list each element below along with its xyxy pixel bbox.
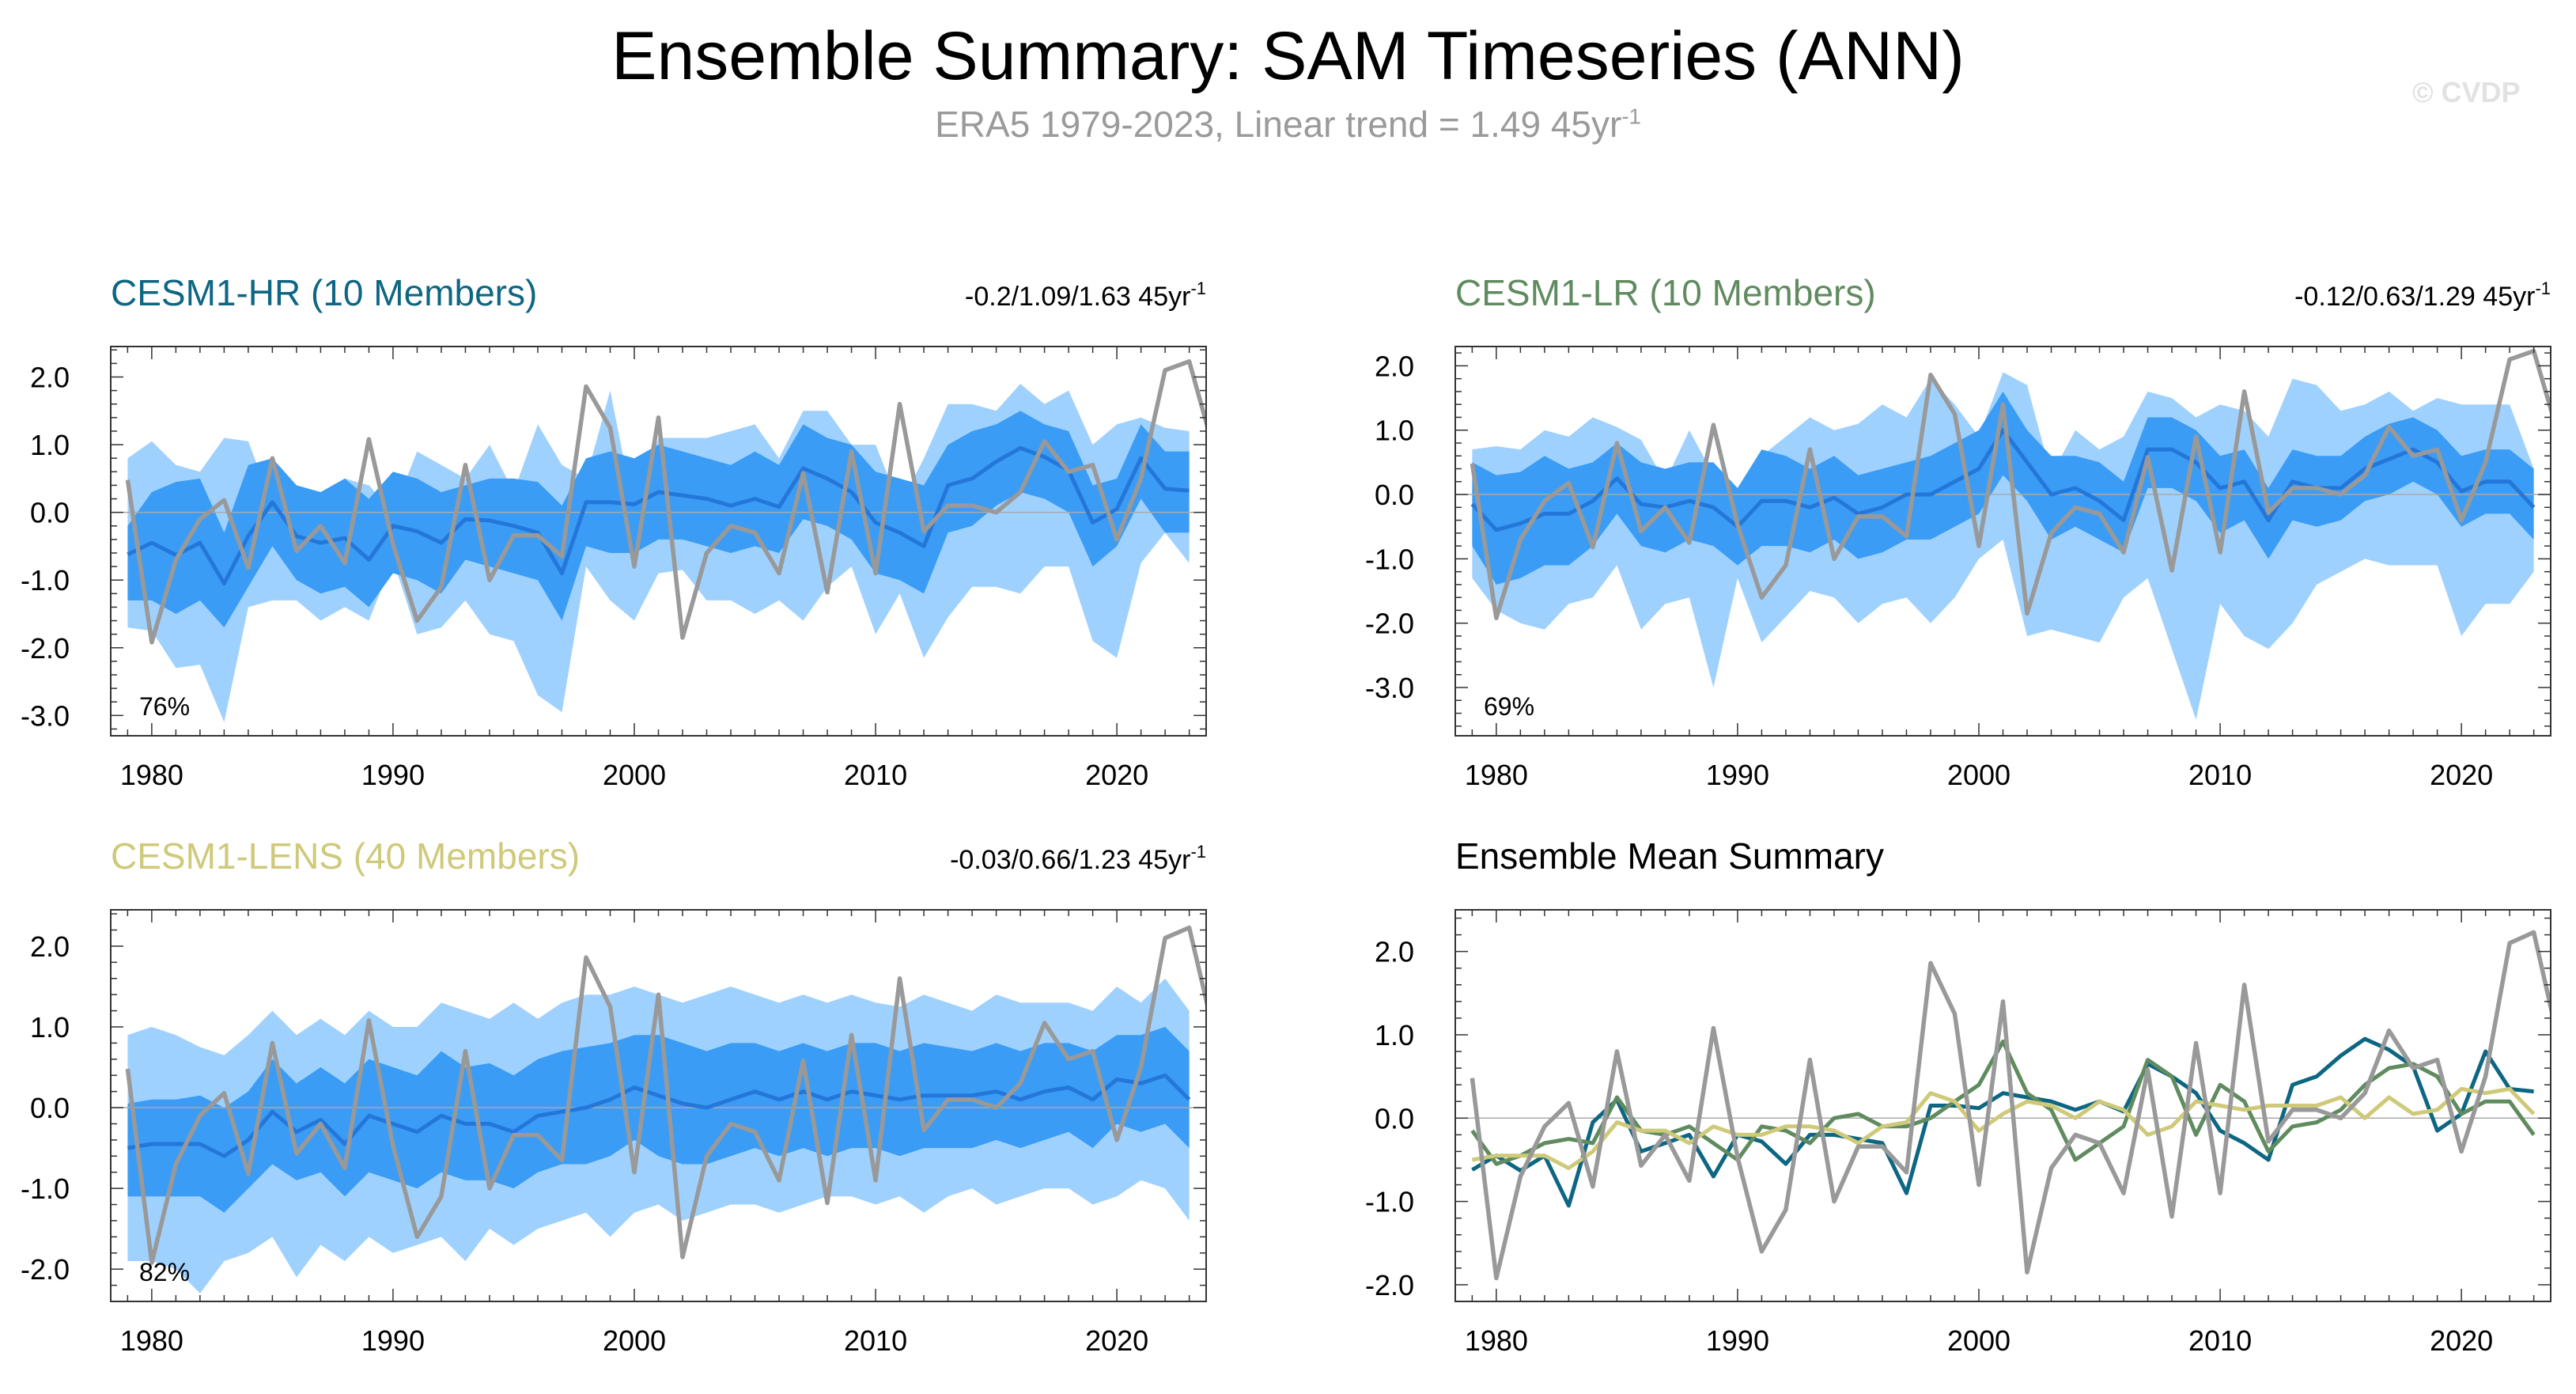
y-tick-label: -2.0: [1365, 608, 1414, 640]
ensemble-mean-line: [127, 445, 1190, 585]
y-tick-label: -3.0: [1365, 672, 1414, 704]
y-tick-label: -1.0: [1365, 1186, 1414, 1218]
watermark: © CVDP: [2412, 76, 2521, 108]
panel-title: CESM1-LENS (40 Members): [111, 835, 580, 877]
percent-label: 69%: [1484, 692, 1534, 721]
trend-stats-superscript: -1: [1190, 842, 1206, 862]
plot-area: [1455, 930, 2551, 1281]
figure-title: Ensemble Summary: SAM Timeseries (ANN): [611, 18, 1965, 94]
y-tick-label: 0.0: [1375, 479, 1414, 511]
figure-subtitle: ERA5 1979-2023, Linear trend = 1.49 45yr…: [0, 103, 2576, 146]
y-tick-label: -1.0: [21, 564, 70, 597]
inner-spread-band: [127, 411, 1190, 628]
percent-label: 82%: [139, 1258, 190, 1286]
x-tick-label: 2000: [603, 1324, 666, 1357]
trend-stats: -0.2/1.09/1.63 45yr-1: [965, 278, 1206, 312]
y-tick-label: 2.0: [30, 362, 70, 394]
y-tick-label: -3.0: [21, 699, 70, 732]
inner-spread-band: [127, 1027, 1190, 1213]
y-tick-label: -1.0: [21, 1172, 70, 1205]
y-tick-label: -2.0: [21, 1253, 70, 1286]
x-tick-label: 1980: [1465, 759, 1528, 791]
y-tick-label: -2.0: [1365, 1269, 1414, 1301]
series-line-cesm1-lr: [1470, 1039, 2536, 1166]
plot-area: [111, 925, 1206, 1294]
panel-title: CESM1-LR (10 Members): [1455, 272, 1876, 313]
trend-stats: -0.03/0.66/1.23 45yr-1: [950, 842, 1206, 875]
x-tick-label: 2020: [1085, 1324, 1148, 1357]
inner-spread-band: [1472, 391, 2534, 585]
y-tick-label: 1.0: [1375, 1019, 1414, 1051]
panel-title: Ensemble Mean Summary: [1455, 835, 1884, 877]
x-tick-label: 2010: [2188, 759, 2252, 791]
panel-cesm1-lens: 1980 1990 2000 2010 2020 2.0 1.0 0.0 -1.0 -2.0 CES…: [21, 835, 1207, 1357]
percent-label: 76%: [139, 692, 190, 721]
y-tick-label: -2.0: [21, 632, 70, 665]
y-tick-label: 0.0: [30, 1092, 70, 1124]
y-tick-label: 1.0: [30, 1011, 70, 1044]
x-tick-label: 2000: [1947, 759, 2010, 791]
panel-title: CESM1-HR (10 Members): [111, 272, 537, 313]
observed-line: [1470, 930, 2551, 1281]
trend-stats-text: -0.2/1.09/1.63 45yr: [965, 282, 1190, 312]
x-tick-label: 2010: [844, 1324, 907, 1357]
observed-line: [1470, 348, 2551, 620]
trend-stats-text: -0.03/0.66/1.23 45yr: [950, 845, 1190, 875]
series-line-cesm1-lens: [1471, 1086, 2536, 1170]
plot-area: [1455, 348, 2551, 720]
observed-line: [125, 359, 1206, 645]
ensemble-mean-line: [127, 1073, 1191, 1158]
panel-cesm1-lr: 1980 1990 2000 2010 2020 2.0 1.0 0.0 -1.0 -2.0 -3.…: [1365, 272, 2551, 791]
plot-area: [111, 359, 1206, 722]
x-tick-label: 1980: [1465, 1324, 1528, 1357]
subtitle-text: ERA5 1979-2023, Linear trend = 1.49 45yr: [935, 104, 1622, 145]
x-tick-label: 1990: [361, 1324, 425, 1357]
panel-ensemble-mean-summary: 1980 1990 2000 2010 2020 2.0 1.0 0.0 -1.0 -2.0 Ens…: [1365, 835, 2551, 1357]
trend-stats-superscript: -1: [2535, 278, 2551, 298]
y-tick-label: 0.0: [30, 497, 70, 529]
trend-stats: -0.12/0.63/1.29 45yr-1: [2294, 278, 2551, 312]
x-tick-label: 1990: [361, 759, 425, 791]
y-tick-label: 2.0: [30, 930, 70, 963]
x-tick-label: 1990: [1706, 1324, 1769, 1357]
outer-spread-band: [1472, 372, 2534, 720]
y-tick-label: 1.0: [30, 429, 70, 461]
outer-spread-band: [127, 384, 1190, 722]
x-tick-label: 1980: [120, 759, 183, 791]
panel-cesm1-hr: 1980 1990 2000 2010 2020 2.0 1.0 0.0 -1.0 -2.0 -3.…: [21, 272, 1207, 791]
y-tick-label: 2.0: [1375, 936, 1414, 968]
x-tick-label: 2020: [2430, 1324, 2493, 1357]
subtitle-superscript: -1: [1621, 104, 1641, 129]
x-tick-label: 1990: [1706, 759, 1769, 791]
x-tick-label: 1980: [120, 1324, 183, 1357]
trend-stats-text: -0.12/0.63/1.29 45yr: [2294, 282, 2535, 312]
trend-stats-superscript: -1: [1190, 278, 1206, 298]
x-tick-label: 2000: [1947, 1324, 2010, 1357]
y-tick-label: 0.0: [1375, 1102, 1414, 1135]
y-tick-label: 2.0: [1375, 350, 1414, 382]
x-tick-label: 2010: [844, 759, 907, 791]
ensemble-mean-line: [1470, 428, 2536, 532]
series-line-cesm1-hr: [1471, 1036, 2534, 1208]
x-tick-label: 2000: [603, 759, 666, 791]
x-tick-label: 2010: [2188, 1324, 2252, 1357]
y-tick-label: 1.0: [1375, 415, 1414, 447]
y-tick-label: -1.0: [1365, 543, 1414, 575]
observed-line: [125, 925, 1206, 1265]
x-tick-label: 2020: [2430, 759, 2493, 791]
x-tick-label: 2020: [1085, 759, 1148, 791]
